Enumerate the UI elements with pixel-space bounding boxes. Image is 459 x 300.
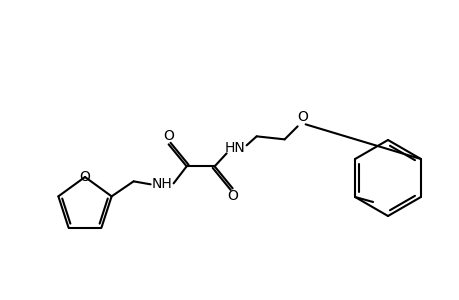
Text: O: O	[227, 189, 238, 203]
Text: HN: HN	[224, 141, 245, 155]
Text: O: O	[79, 170, 90, 184]
Text: O: O	[297, 110, 308, 124]
Text: O: O	[163, 129, 174, 143]
Text: NH: NH	[151, 177, 172, 191]
